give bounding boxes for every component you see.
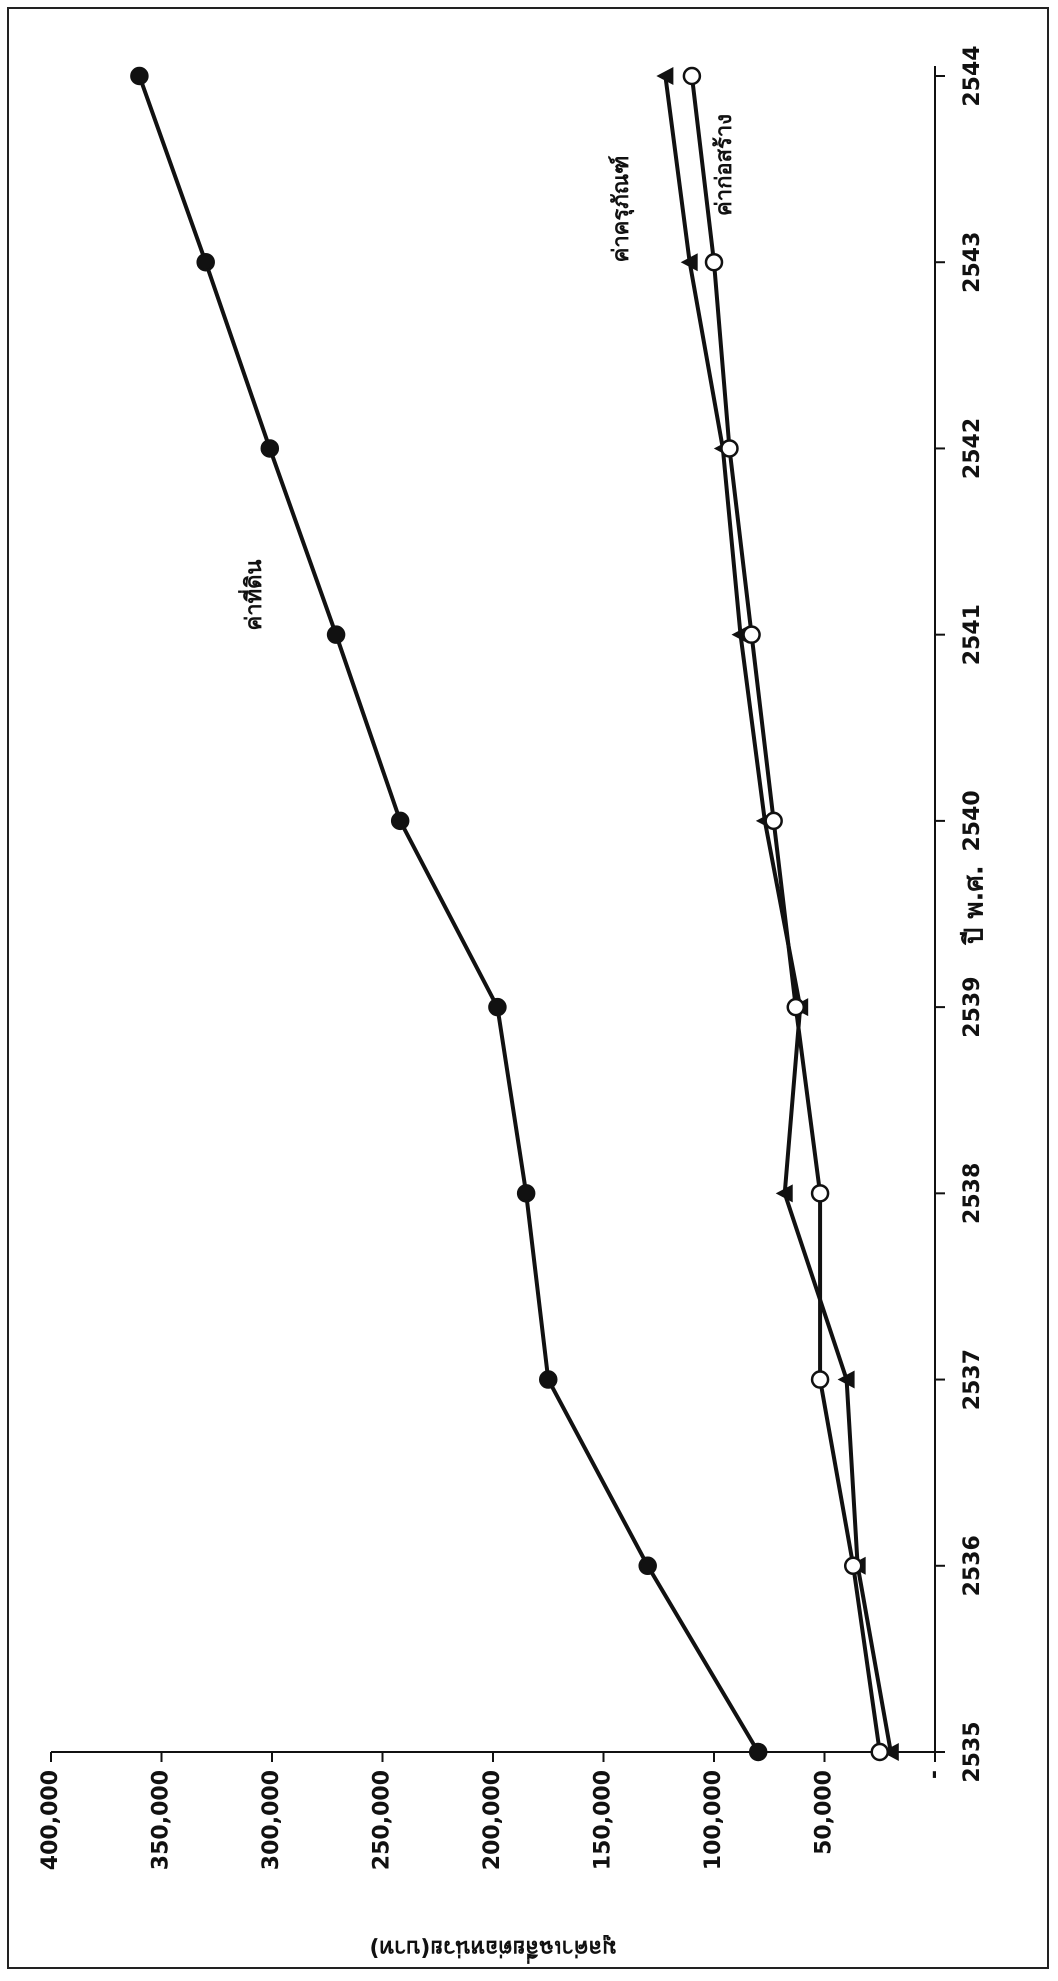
- frame: [7, 7, 1049, 1969]
- marker: [704, 252, 724, 272]
- marker: [488, 997, 507, 1017]
- x-axis-title: ปี พ.ศ.: [960, 865, 990, 945]
- marker: [775, 1184, 793, 1203]
- marker: [870, 1742, 889, 1762]
- marker: [130, 66, 149, 86]
- x-tick-label: 2535: [960, 1721, 985, 1782]
- series-line: [137, 75, 760, 1754]
- rotated-plot: - 50,000 100,000 150,000 200,000 250,000 300,0…: [38, 45, 990, 1965]
- marker: [656, 67, 674, 85]
- y-tick-label: 400,000: [38, 1770, 63, 1870]
- x-tick-label: 2538: [960, 1163, 985, 1224]
- marker: [720, 439, 739, 458]
- marker: [326, 625, 346, 644]
- y-tick-label: 200,000: [480, 1770, 505, 1870]
- x-tick-label: 2537: [960, 1349, 985, 1410]
- y-tick-label: -: [922, 1770, 947, 1779]
- marker: [810, 1370, 830, 1389]
- y-tick-label: 150,000: [591, 1770, 616, 1870]
- marker: [196, 252, 215, 272]
- series-label: ค่าที่ดิน: [237, 560, 267, 631]
- marker: [748, 1742, 768, 1762]
- series-line: [663, 75, 893, 1753]
- marker: [680, 253, 698, 272]
- y-tick-label: 100,000: [701, 1770, 726, 1870]
- y-tick-label: 50,000: [812, 1770, 837, 1855]
- x-tick-label: 2544: [960, 45, 985, 106]
- series-label: ค่าก่อสร้าง: [712, 114, 737, 216]
- marker: [390, 811, 410, 831]
- x-tick-label: 2539: [960, 976, 985, 1037]
- x-tick-label: 2541: [960, 604, 985, 665]
- marker: [837, 1370, 855, 1389]
- marker: [881, 1743, 899, 1761]
- marker: [539, 1370, 558, 1389]
- y-tick-label: 350,000: [149, 1770, 174, 1870]
- y-tick-label: 300,000: [259, 1770, 284, 1870]
- marker: [786, 997, 806, 1017]
- x-tick-label: 2542: [960, 418, 985, 479]
- marker: [810, 1184, 830, 1203]
- marker: [638, 1556, 657, 1576]
- marker: [682, 66, 702, 86]
- y-tick-label: 250,000: [370, 1770, 395, 1870]
- series-label: ค่าครุภัณฑ์: [608, 156, 635, 263]
- marker: [742, 625, 761, 644]
- series-line: [689, 75, 882, 1753]
- marker: [516, 1184, 536, 1203]
- marker: [764, 811, 783, 831]
- y-axis-title: มูลค่าเฉลี่ยต่อหน่วย(บาท): [369, 1934, 616, 1965]
- marker: [843, 1556, 863, 1576]
- x-tick-label: 2540: [960, 790, 985, 851]
- x-tick-label: 2536: [960, 1535, 985, 1596]
- x-tick-label: 2543: [960, 232, 985, 293]
- marker: [260, 439, 280, 458]
